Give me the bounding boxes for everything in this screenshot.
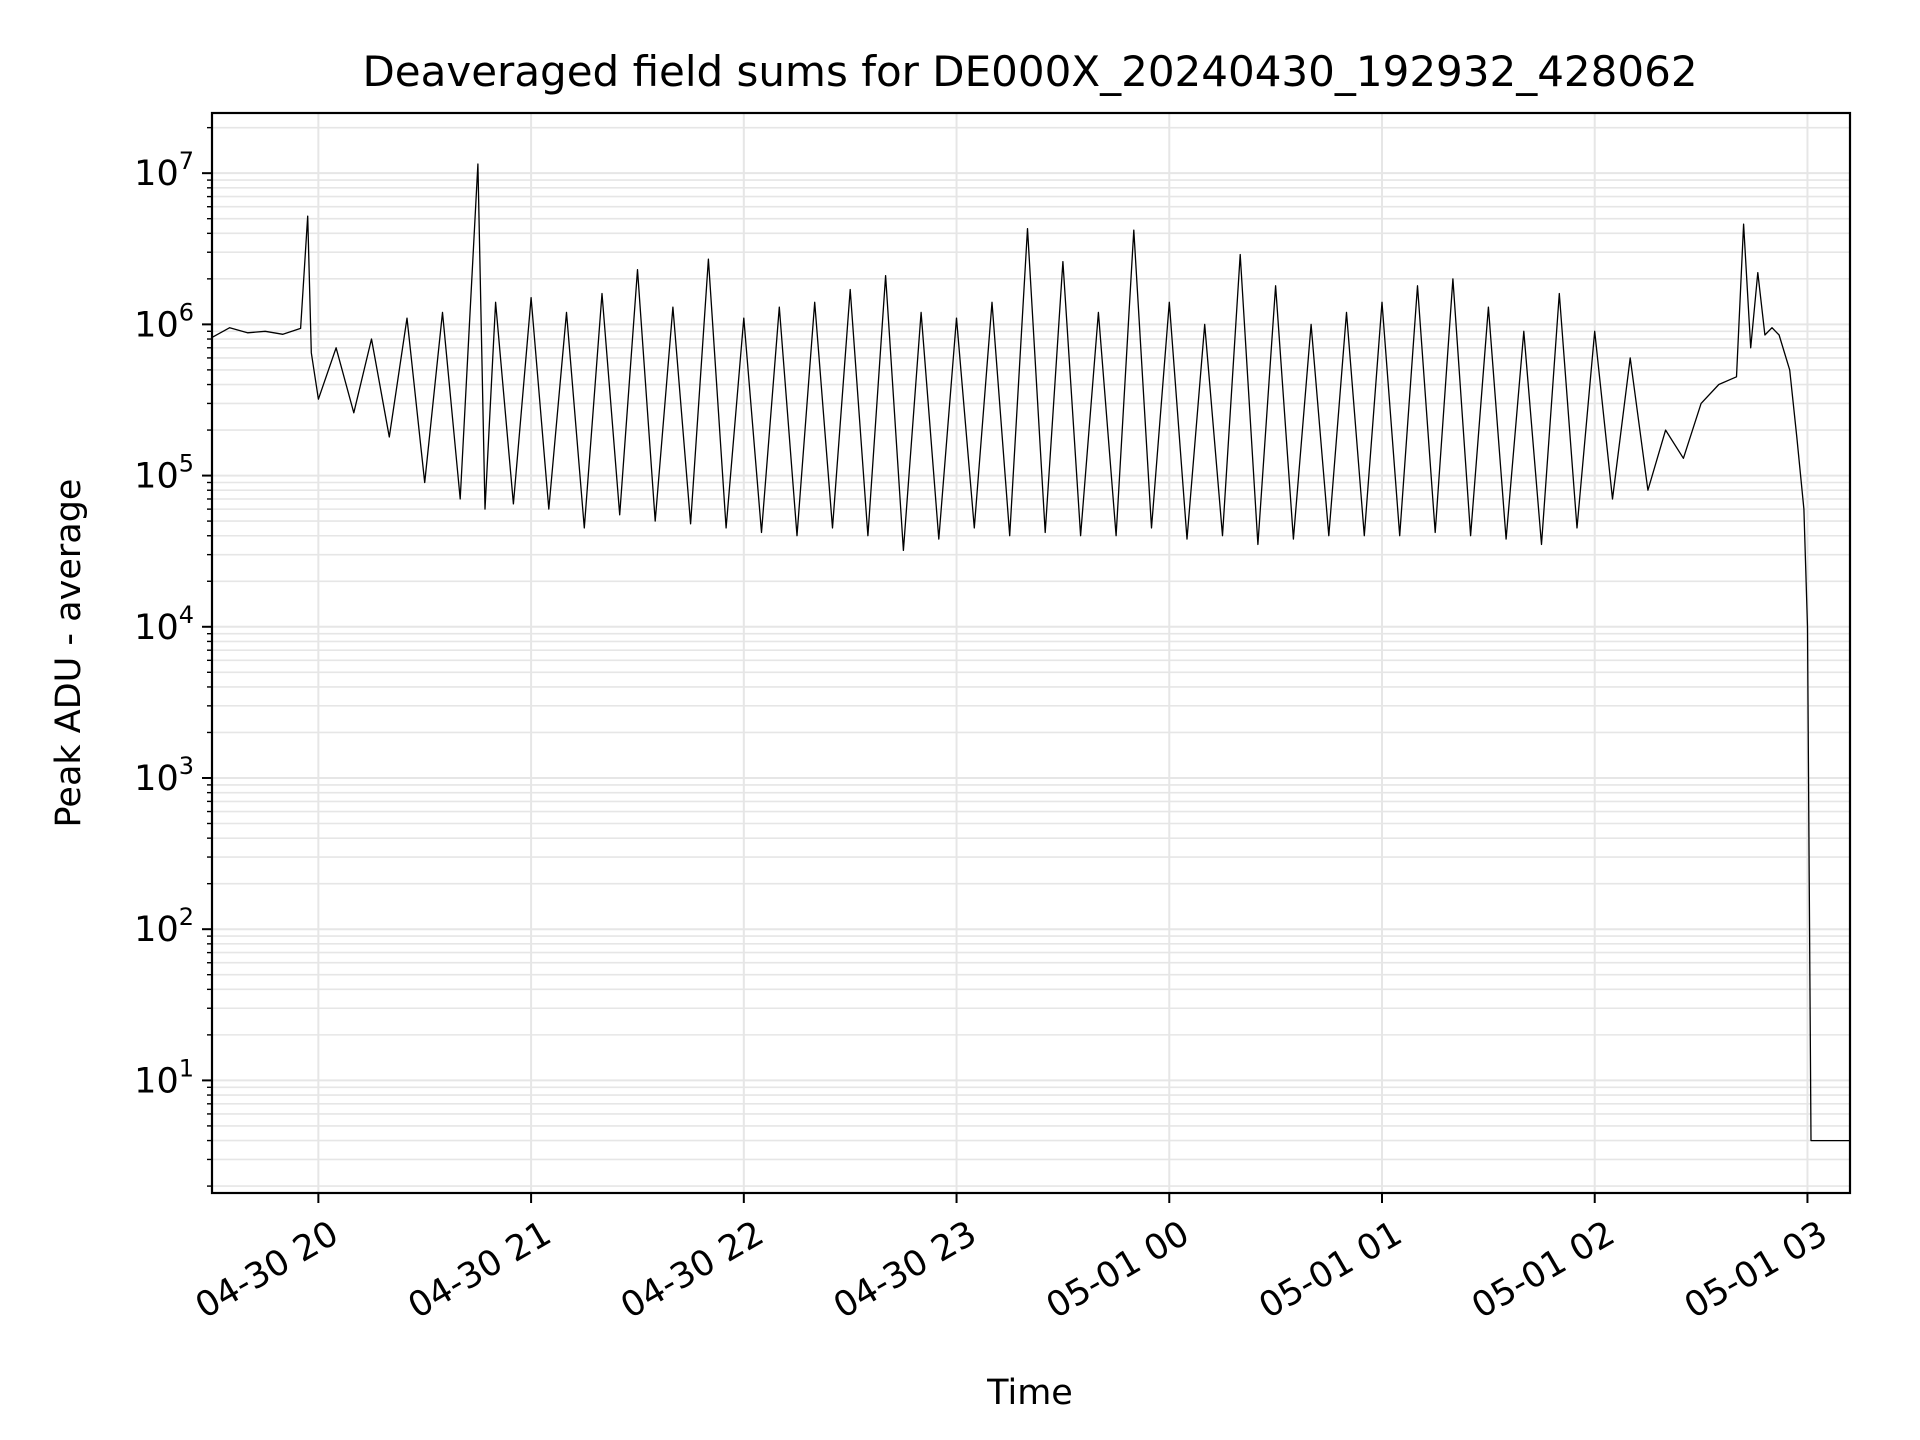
x-axis-label: Time [986, 1373, 1073, 1413]
chart-title: Deaveraged field sums for DE000X_2024043… [362, 47, 1697, 96]
data-series-line [211, 163, 1850, 1142]
plot-area [210, 111, 1852, 1195]
y-tick-label: 105 [134, 450, 194, 497]
y-tick-label: 101 [134, 1054, 194, 1101]
y-tick-label: 107 [134, 147, 194, 194]
y-tick-label: 106 [134, 298, 194, 345]
y-tick-label: 104 [134, 601, 194, 648]
y-axis-label: Peak ADU - average [49, 479, 89, 828]
y-tick-label: 103 [134, 752, 194, 799]
y-tick-label: 102 [134, 903, 194, 950]
series-layer [211, 163, 1850, 1142]
